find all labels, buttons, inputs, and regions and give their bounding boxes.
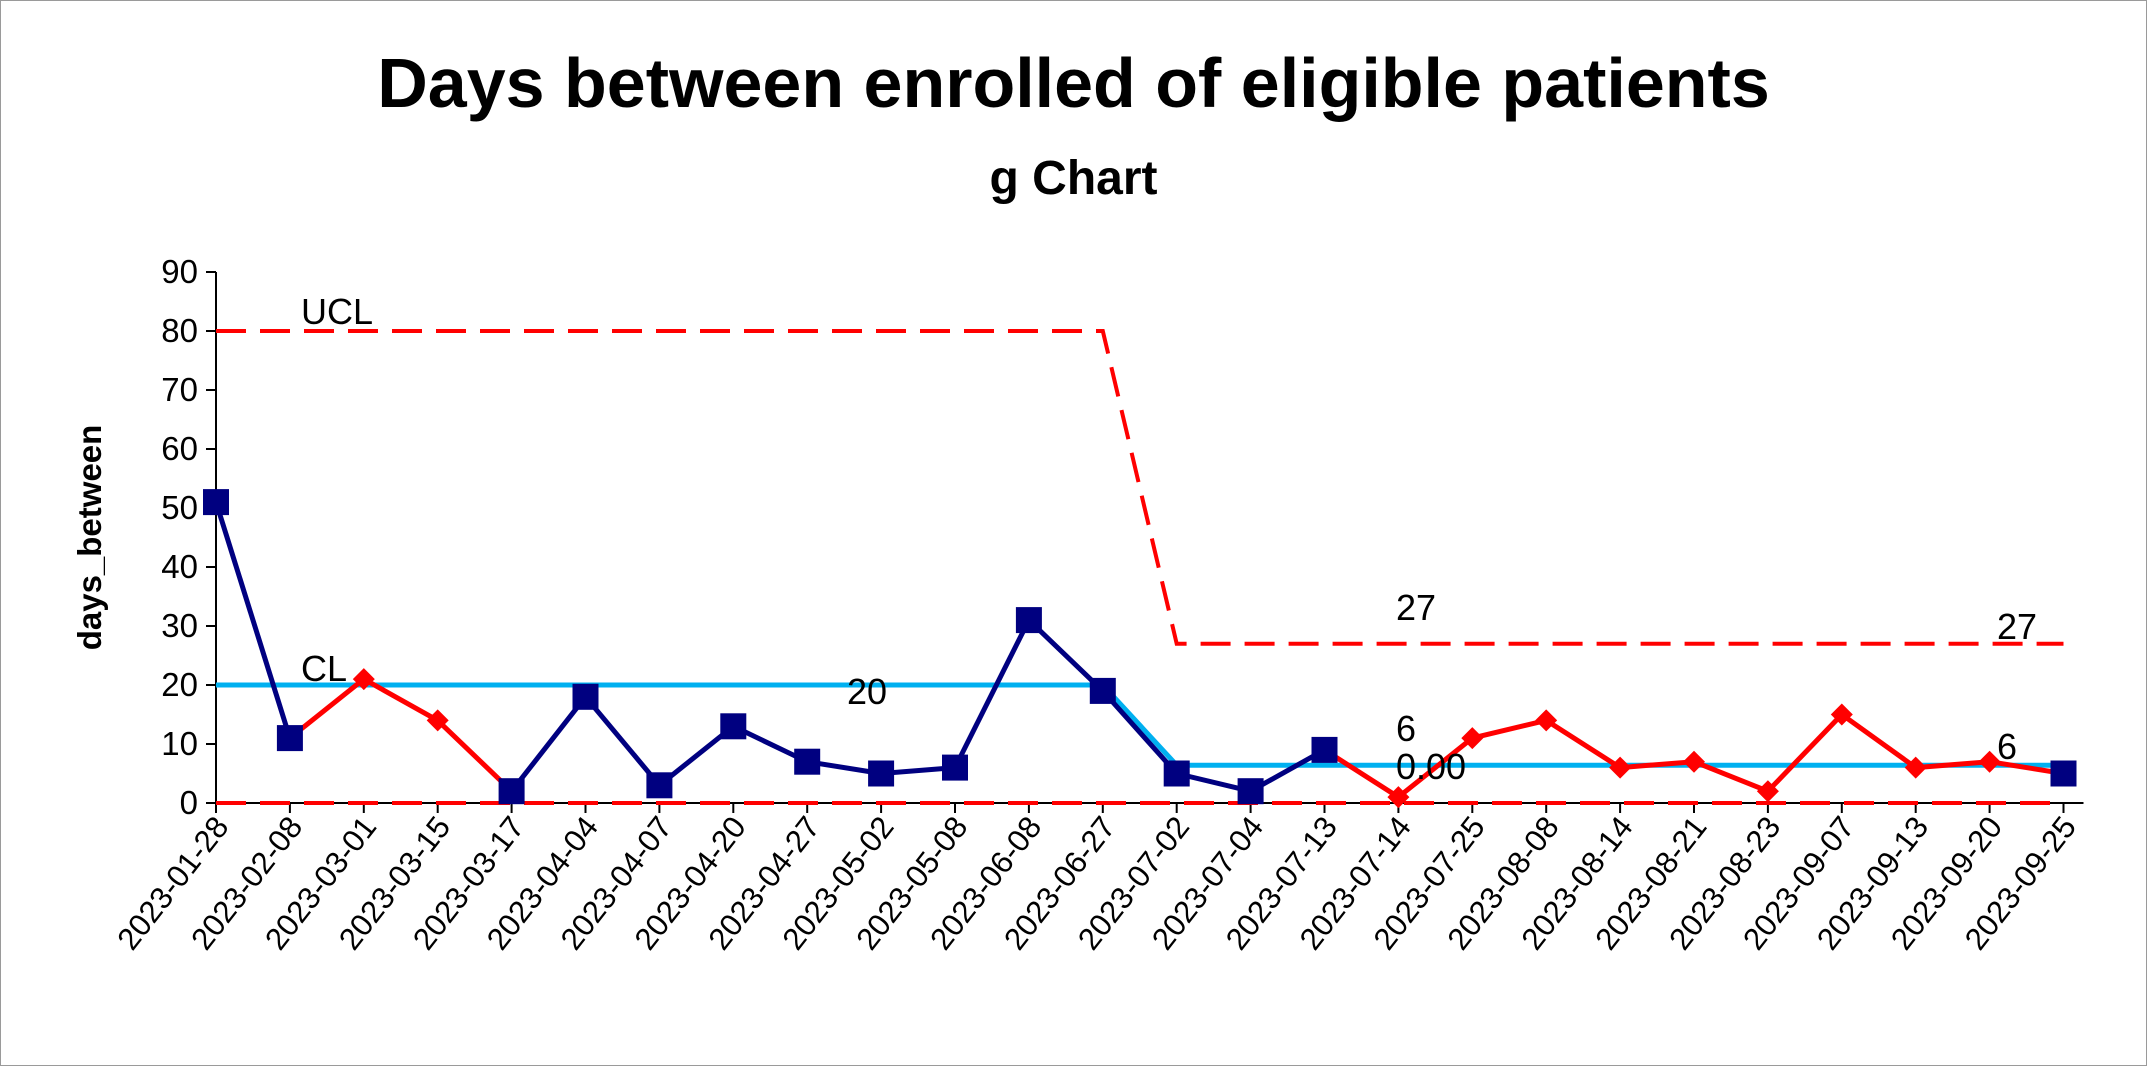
data-line-segment [952,618,1032,769]
y-tick-label: 10 [161,725,198,762]
data-point [352,668,375,691]
cl-value-1: 20 [847,671,887,712]
data-line-segment [1471,717,1547,741]
data-point [1683,750,1705,773]
data-point [276,725,303,752]
data-line-segment [583,695,662,787]
data-point [1904,756,1927,779]
chart-subtitle: g Chart [989,152,1158,205]
ucl-value-2-end: 27 [1997,606,2037,647]
data-line-segment [1544,718,1622,770]
y-tick-label: 70 [161,371,198,408]
y-tick-label: 40 [161,548,198,585]
data-point [1089,677,1116,704]
data-line-segment [1619,759,1695,771]
data-point [2050,760,2077,787]
data-point [1387,786,1410,809]
data-line-segment [362,676,439,723]
data-point [572,683,599,710]
cl-label: CL [301,648,347,689]
y-tick-label: 30 [161,607,198,644]
data-line-segment [1766,712,1844,793]
data-point [426,709,449,732]
ucl-value-2: 27 [1396,587,1436,628]
cl-value-2: 6 [1396,708,1416,749]
data-point [1609,756,1632,779]
data-line-segment [509,695,588,793]
data-point [1015,607,1042,634]
y-tick-label: 20 [161,666,198,703]
y-tick-label: 0 [180,784,198,821]
data-point [1311,736,1338,763]
data-line-segment [1396,736,1474,800]
data-point [1163,760,1190,787]
data-point [646,772,673,799]
ucl-line [216,329,2064,646]
y-axis-label: days_between [71,425,108,651]
data-point [1535,709,1558,732]
cl-value-2-end: 6 [1997,726,2017,767]
data-line-segment [1840,712,1918,770]
data-line-segment [1915,759,1990,771]
data-point [794,748,821,775]
data-point [1756,780,1779,803]
data-point [1978,750,2001,773]
data-point [868,760,895,787]
chart-title: Days between enrolled of eligible patien… [377,44,1770,122]
data-point [203,489,229,516]
data-point [1830,703,1853,726]
data-point [942,754,968,781]
data-point [1237,778,1264,805]
data-point [1461,727,1484,750]
data-line-segment [1693,759,1769,794]
y-tick-label: 60 [161,430,198,467]
center-line [216,682,2064,768]
data-point [720,713,747,740]
data-line-segment [213,501,293,739]
y-tick-label: 50 [161,489,198,526]
lcl-value-2: 0.00 [1396,746,1466,787]
y-tick-label: 90 [161,253,198,290]
ucl-label: UCL [301,291,373,332]
y-tick-label: 80 [161,312,198,349]
data-line-segment [1100,689,1179,776]
data-point [498,778,525,805]
